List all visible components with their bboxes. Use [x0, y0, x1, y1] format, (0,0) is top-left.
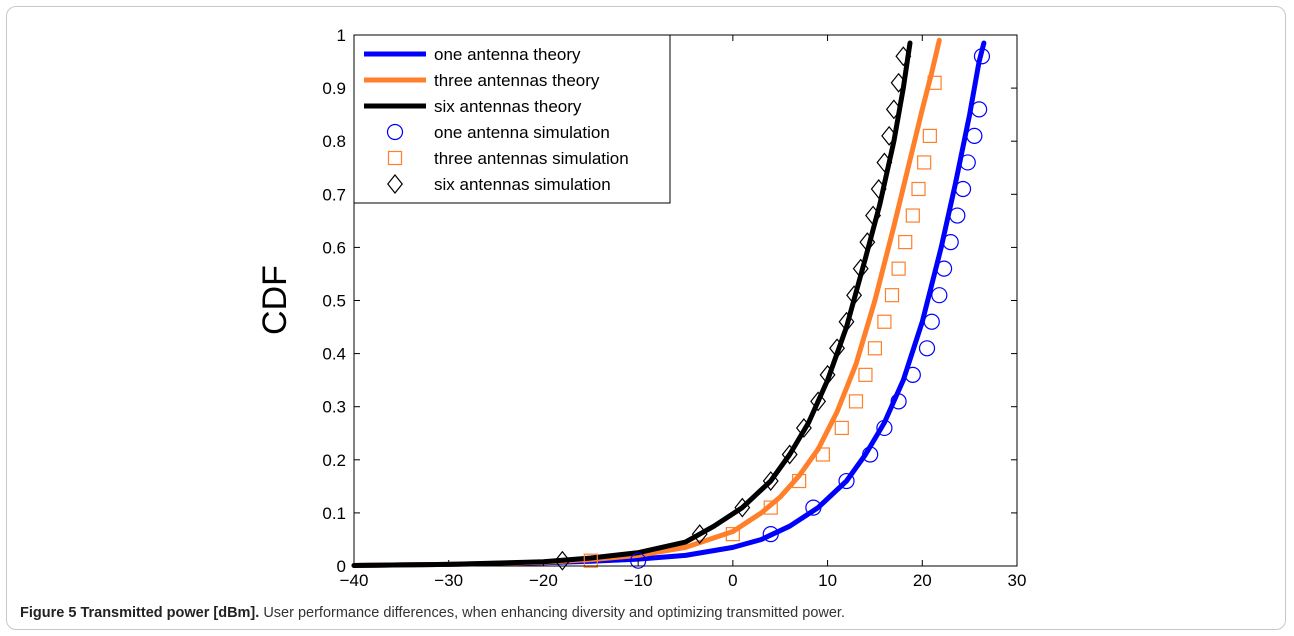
- point-three-antennas-simulation: [898, 234, 913, 250]
- point-six-antennas-simulation: [846, 285, 863, 306]
- figure-text: User performance differences, when enhan…: [263, 605, 845, 621]
- point-three-antennas-simulation: [891, 261, 906, 276]
- point-one-antenna-simulation: [762, 526, 779, 543]
- point-one-antenna-simulation: [923, 313, 940, 330]
- y-axis-label: CDF: [256, 265, 294, 335]
- figure-frame: [6, 6, 1286, 630]
- y-tick-label: 0.7: [322, 185, 346, 204]
- point-three-antennas-simulation: [867, 341, 883, 356]
- point-six-antennas-simulation: [865, 205, 882, 226]
- figure-caption: Figure 5 Transmitted power [dBm]. User p…: [20, 605, 1270, 621]
- point-six-antennas-simulation: [795, 417, 812, 438]
- x-tick-label: 30: [1008, 571, 1027, 590]
- y-tick-label: 0.2: [322, 451, 346, 470]
- point-one-antenna-simulation: [838, 472, 855, 490]
- point-three-antennas-simulation: [858, 367, 873, 382]
- point-three-antennas-simulation: [911, 181, 926, 197]
- point-one-antenna-simulation: [959, 154, 976, 171]
- point-one-antenna-simulation: [966, 127, 983, 144]
- point-three-antennas-simulation: [792, 473, 807, 489]
- point-three-antennas-simulation: [763, 500, 778, 515]
- point-three-antennas-simulation: [848, 394, 864, 409]
- cdf-chart: −40 −30 −20 −10 0 10 20 30 0 0.1 0.2 0.3 0.4 0.5 0.6 0.…: [256, 26, 1026, 590]
- point-six-antennas-simulation: [870, 179, 887, 199]
- y-tick-label: 0: [337, 557, 346, 576]
- legend-label: one antenna theory: [434, 45, 581, 64]
- point-one-antenna-simulation: [954, 180, 972, 198]
- point-one-antenna-simulation: [904, 366, 921, 383]
- point-six-antennas-simulation: [810, 391, 827, 412]
- legend-swatch-one-antenna-simulation: [386, 123, 404, 141]
- point-three-antennas-simulation: [927, 75, 942, 90]
- point-three-antennas-simulation: [877, 314, 892, 329]
- point-six-antennas-simulation: [781, 444, 798, 465]
- point-six-antennas-simulation: [885, 99, 902, 120]
- x-tick-label: 10: [818, 571, 837, 590]
- point-one-antenna-simulation: [935, 260, 953, 277]
- legend-swatch-three-antennas-simulation: [387, 150, 403, 166]
- legend-swatch-six-antennas-simulation: [387, 174, 403, 194]
- point-six-antennas-simulation: [881, 125, 898, 146]
- point-six-antennas-simulation: [819, 364, 836, 385]
- x-tick-label: −10: [624, 571, 653, 590]
- figure-label: Figure 5: [20, 605, 77, 621]
- point-three-antennas-simulation: [725, 527, 740, 542]
- point-six-antennas-simulation: [859, 232, 876, 253]
- point-one-antenna-simulation: [931, 287, 948, 304]
- y-tick-label: 0.8: [322, 132, 346, 151]
- legend-label: six antennas simulation: [434, 175, 611, 194]
- legend-label: six antennas theory: [434, 97, 582, 116]
- point-six-antennas-simulation: [890, 72, 907, 93]
- y-tick-label: 0.4: [322, 345, 346, 364]
- point-one-antenna-simulation: [971, 101, 988, 118]
- axis-ticks: −40 −30 −20 −10 0 10 20 30 0 0.1 0.2 0.3 0.4 0.5 0.6 0.…: [322, 26, 1026, 590]
- point-three-antennas-simulation: [905, 208, 920, 223]
- point-six-antennas-simulation: [734, 497, 751, 518]
- point-six-antennas-simulation: [554, 550, 571, 571]
- point-one-antenna-simulation: [949, 207, 966, 224]
- x-tick-label: −20: [529, 571, 558, 590]
- y-tick-label: 0.3: [322, 398, 346, 417]
- point-six-antennas-simulation: [829, 338, 846, 359]
- point-one-antenna-simulation: [918, 340, 936, 357]
- legend-label: three antennas theory: [434, 71, 600, 90]
- x-tick-label: −40: [340, 571, 369, 590]
- point-three-antennas-simulation: [917, 155, 932, 170]
- y-tick-label: 0.5: [322, 292, 346, 311]
- point-six-antennas-simulation: [852, 258, 869, 279]
- point-six-antennas-simulation: [691, 524, 708, 545]
- legend-label: three antennas simulation: [434, 149, 629, 168]
- point-three-antennas-simulation: [815, 447, 830, 462]
- legend: one antenna theory three antennas theory s…: [353, 34, 671, 204]
- point-three-antennas-simulation: [834, 420, 849, 436]
- point-six-antennas-simulation: [762, 471, 779, 492]
- legend-box: [353, 34, 671, 204]
- point-one-antenna-simulation: [862, 446, 879, 463]
- figure-title: Transmitted power [dBm].: [80, 605, 260, 621]
- x-tick-label: 0: [728, 571, 737, 590]
- point-one-antenna-simulation: [805, 499, 822, 516]
- y-tick-label: 1: [337, 26, 346, 45]
- y-tick-label: 0.6: [322, 238, 346, 257]
- y-tick-label: 0.9: [322, 79, 346, 98]
- point-six-antennas-simulation: [876, 152, 893, 173]
- point-one-antenna-simulation: [973, 48, 991, 65]
- point-six-antennas-simulation: [838, 311, 855, 332]
- x-tick-label: −30: [434, 571, 463, 590]
- y-tick-label: 0.1: [322, 504, 346, 523]
- point-three-antennas-simulation: [884, 288, 900, 303]
- legend-label: one antenna simulation: [434, 123, 610, 142]
- point-one-antenna-simulation: [630, 552, 647, 569]
- point-three-antennas-simulation: [583, 553, 598, 568]
- point-six-antennas-simulation: [895, 46, 912, 67]
- plot-marks: [351, 37, 991, 571]
- point-one-antenna-simulation: [890, 393, 907, 410]
- point-three-antennas-simulation: [922, 128, 937, 143]
- point-one-antenna-simulation: [876, 419, 893, 437]
- point-one-antenna-simulation: [942, 233, 959, 251]
- x-tick-label: 20: [913, 571, 932, 590]
